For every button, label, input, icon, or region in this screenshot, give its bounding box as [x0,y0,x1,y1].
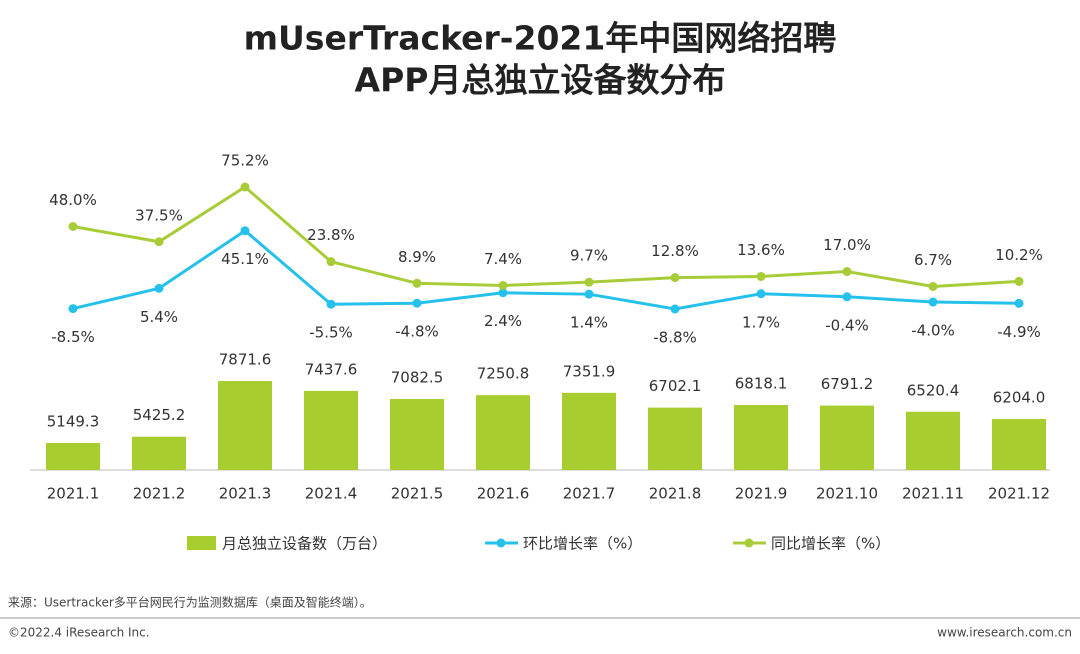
bar [906,411,960,470]
data-label: -4.9% [997,323,1041,341]
x-tick-label: 2021.10 [816,485,878,503]
bar [648,407,702,470]
point [412,298,422,308]
data-label: 6702.1 [649,377,702,395]
data-label: 6520.4 [907,381,960,399]
x-tick-label: 2021.6 [477,485,530,503]
x-tick-label: 2021.11 [902,485,964,503]
data-label: 7871.6 [219,351,272,369]
x-tick-label: 2021.1 [47,485,100,503]
x-tick-label: 2021.8 [649,485,702,503]
data-label: 1.4% [570,314,608,332]
data-label: 7.4% [484,250,522,268]
copyright: ©2022.4 iResearch Inc. [8,626,150,640]
bar [734,404,788,470]
x-tick-label: 2021.4 [305,485,358,503]
data-label: -8.8% [653,329,697,347]
website: www.iresearch.com.cn [937,626,1072,640]
legend-swatch [744,538,754,548]
data-label: 13.6% [737,241,785,259]
data-label: 17.0% [823,236,871,254]
point [68,304,78,314]
data-label: 5.4% [140,308,178,326]
chart-title: APP月总独立设备数分布 [355,61,726,100]
line [72,185,1020,288]
data-label: 10.2% [995,246,1043,264]
x-tick-label: 2021.7 [563,485,616,503]
bar [562,392,616,470]
data-label: 7082.5 [391,368,444,386]
point [842,267,852,277]
point [326,299,336,309]
data-label: 75.2% [221,152,269,170]
chart-title: mUserTracker-2021年中国网络招聘 [244,19,837,58]
data-label: 5425.2 [133,406,186,424]
x-tick-label: 2021.9 [735,485,788,503]
x-tick-label: 2021.3 [219,485,272,503]
x-tick-label: 2021.2 [133,485,186,503]
point [928,297,938,307]
data-label: 6791.2 [821,375,874,393]
data-label: 7437.6 [305,360,358,378]
legend-label: 环比增长率（%） [523,535,642,553]
point [240,226,250,236]
legend-swatch [496,538,506,548]
bar [218,381,272,470]
data-label: 1.7% [742,313,780,331]
data-label: 5149.3 [47,413,100,431]
line [72,228,1020,311]
point [154,237,164,247]
data-label: 2.4% [484,312,522,330]
data-label: -5.5% [309,324,353,342]
data-label: 7351.9 [563,362,616,380]
point [756,289,766,299]
point [928,281,938,291]
point [412,278,422,288]
point [670,273,680,283]
point [842,292,852,302]
point [498,288,508,298]
point [670,304,680,314]
data-label: 37.5% [135,206,183,224]
x-tick-label: 2021.5 [391,485,444,503]
point [68,222,78,232]
data-label: -4.8% [395,323,439,341]
data-label: 7250.8 [477,365,530,383]
bar [46,443,100,470]
legend-swatch [187,536,216,550]
data-label: 23.8% [307,226,355,244]
point [154,283,164,293]
legend-label: 同比增长率（%） [771,535,890,553]
bar [476,395,530,470]
data-label: 6.7% [914,251,952,269]
point [1014,276,1024,286]
data-label: -0.4% [825,316,869,334]
bar [132,436,186,470]
bar [820,405,874,470]
data-label: -4.0% [911,322,955,340]
point [326,257,336,267]
point [756,271,766,281]
data-label: 6818.1 [735,374,788,392]
bar [304,390,358,470]
point [240,182,250,192]
data-label: -8.5% [51,328,95,346]
bar [992,418,1046,470]
data-label: 9.7% [570,247,608,265]
point [584,277,594,287]
point [498,280,508,290]
data-label: 6204.0 [993,388,1046,406]
point [584,289,594,299]
data-label: 12.8% [651,242,699,260]
data-label: 45.1% [221,250,269,268]
data-label: 48.0% [49,191,97,209]
legend-label: 月总独立设备数（万台） [222,535,387,553]
bar [390,398,444,470]
point [1014,298,1024,308]
source-note: 来源：Usertracker多平台网民行为监测数据库（桌面及智能终端）。 [8,595,372,610]
x-tick-label: 2021.12 [988,485,1050,503]
data-label: 8.9% [398,248,436,266]
